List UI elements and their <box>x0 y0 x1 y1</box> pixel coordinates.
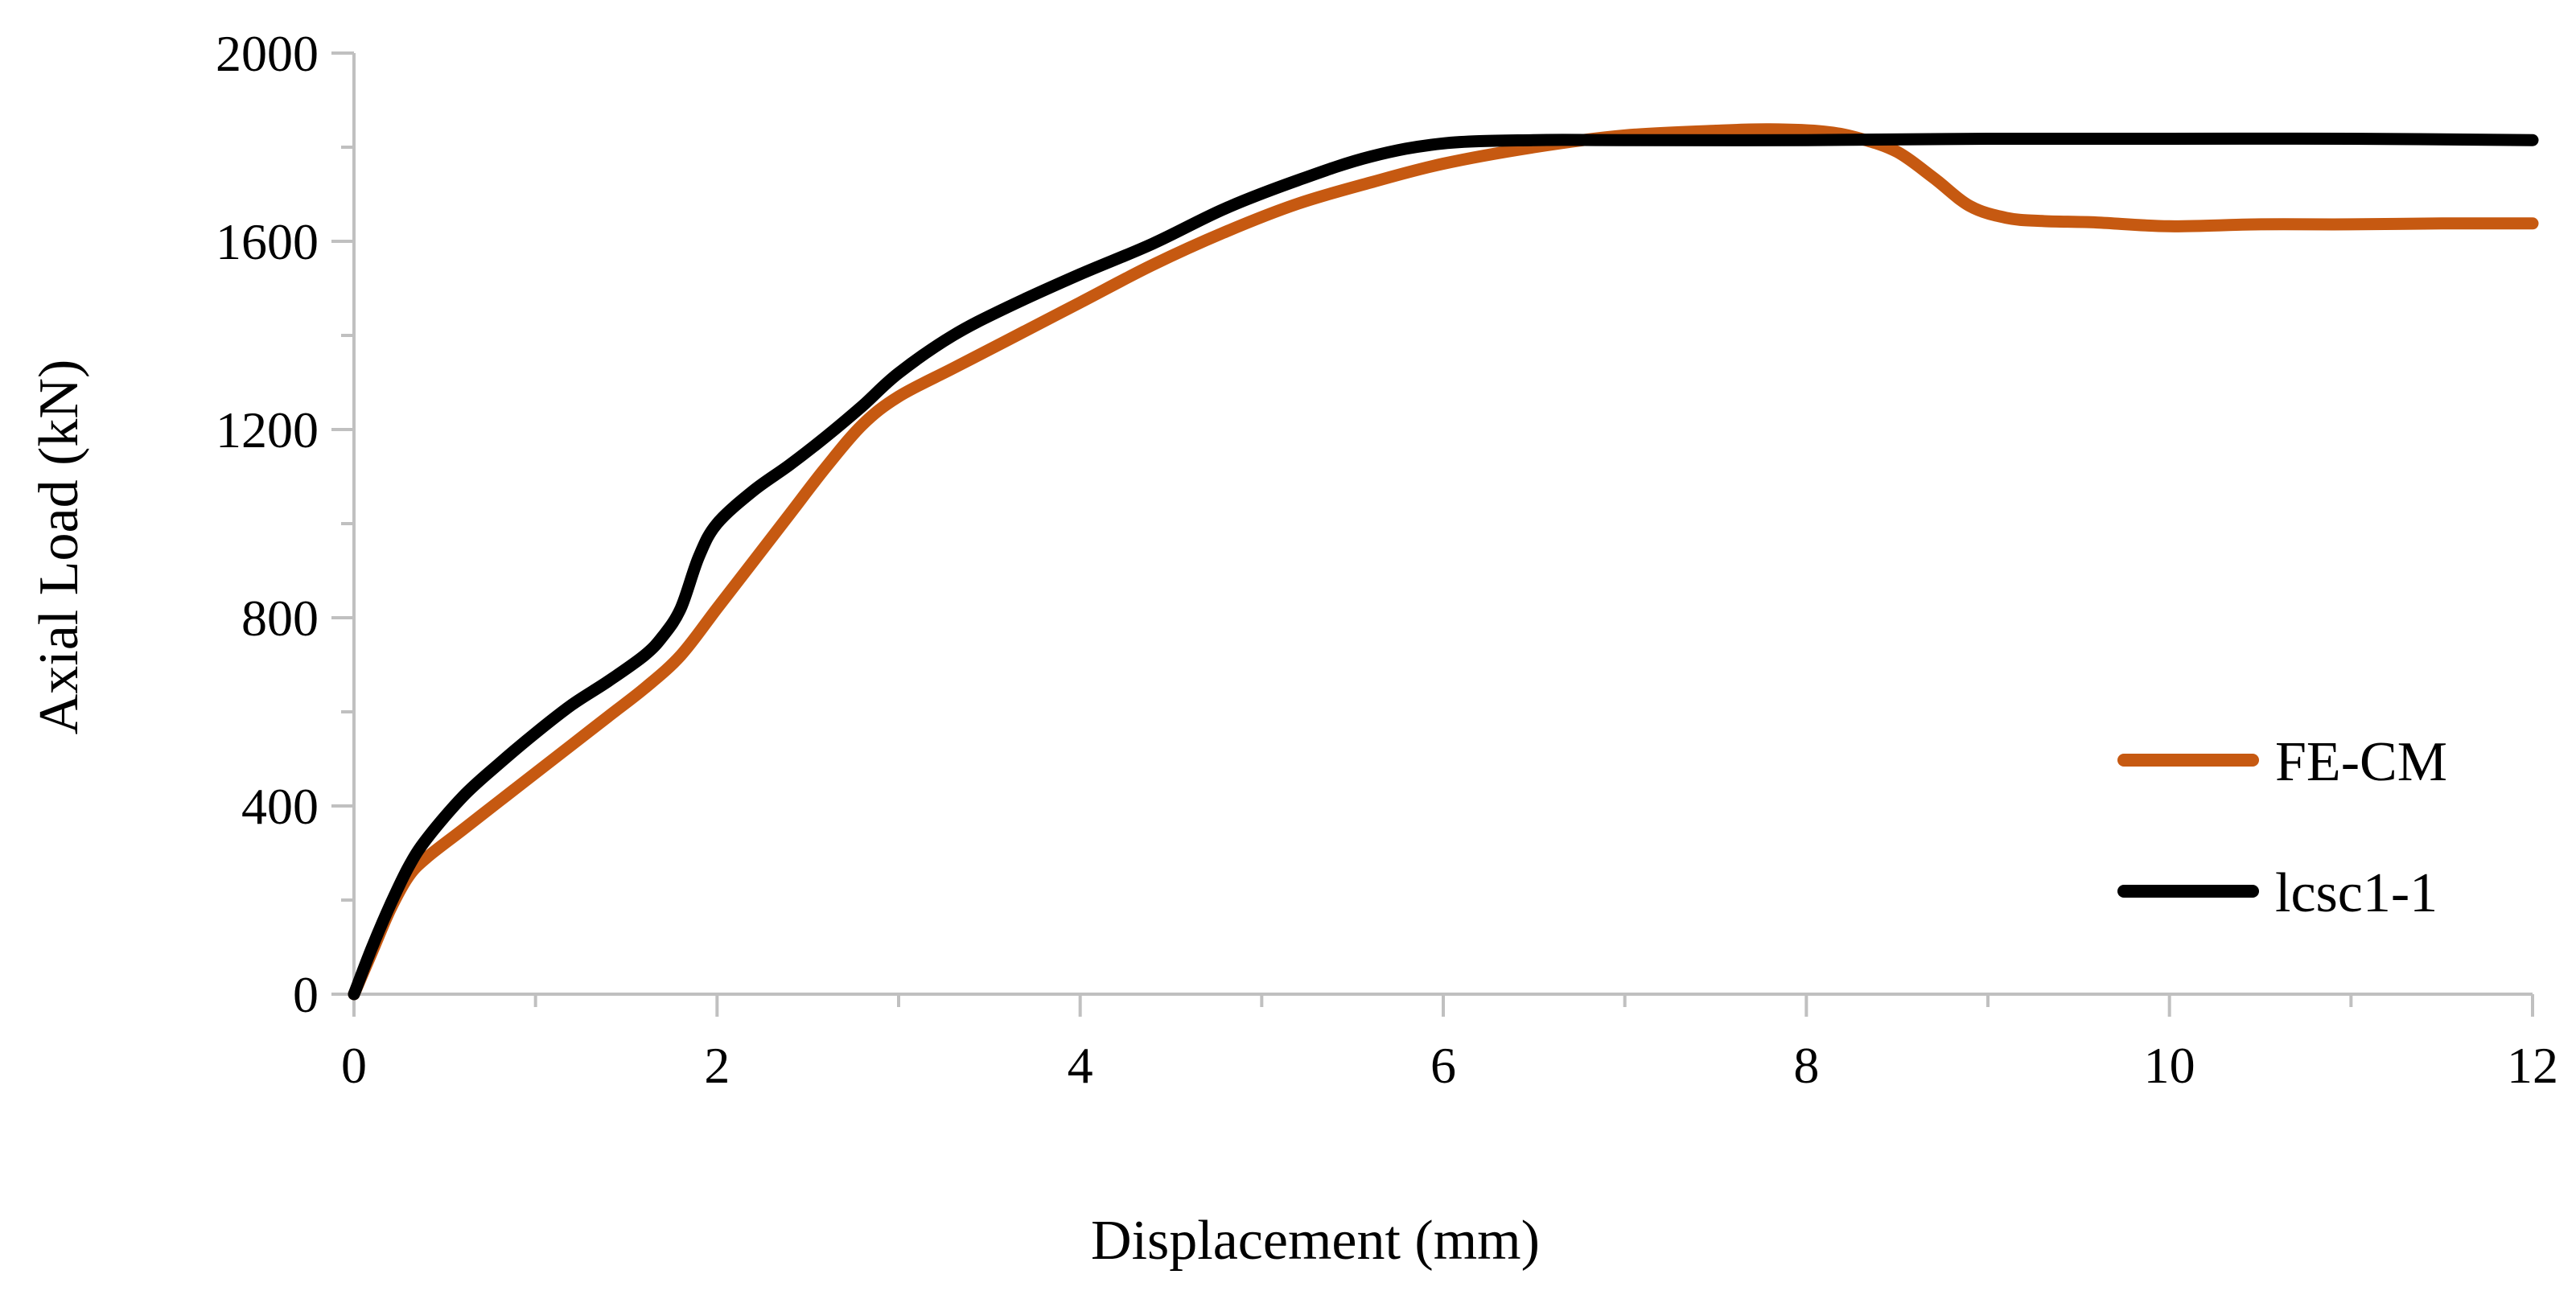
y-tick-label: 1600 <box>216 213 319 270</box>
x-axis: 0 2 4 6 8 10 12 <box>341 993 2558 1094</box>
x-tick-label: 10 <box>2144 1037 2195 1094</box>
legend-label-lcsc1-1: lcsc1-1 <box>2275 862 2438 924</box>
y-tick-label: 800 <box>241 590 319 647</box>
x-tick-label: 6 <box>1430 1037 1456 1094</box>
x-tick-label: 8 <box>1793 1037 1819 1094</box>
x-tick-label: 2 <box>704 1037 730 1094</box>
legend: FE-CM lcsc1-1 <box>2117 731 2447 924</box>
series-layer <box>348 123 2539 1001</box>
x-tick-label: 4 <box>1068 1037 1093 1094</box>
legend-label-fe-cm: FE-CM <box>2275 731 2447 793</box>
series-line-lcsc1-1 <box>348 132 2539 1001</box>
x-tick-label: 0 <box>341 1037 367 1094</box>
y-axis: 0 400 800 1200 1600 2000 <box>216 25 356 1023</box>
y-tick-label: 400 <box>241 778 319 835</box>
x-tick-label: 12 <box>2507 1037 2558 1094</box>
y-axis-title: Axial Load (kN) <box>28 360 90 735</box>
y-tick-label: 1200 <box>216 401 319 458</box>
y-tick-label: 0 <box>293 966 319 1023</box>
x-axis-title: Displacement (mm) <box>1091 1210 1540 1272</box>
y-tick-label: 2000 <box>216 25 319 82</box>
series-line-fe-cm <box>348 123 2539 1001</box>
